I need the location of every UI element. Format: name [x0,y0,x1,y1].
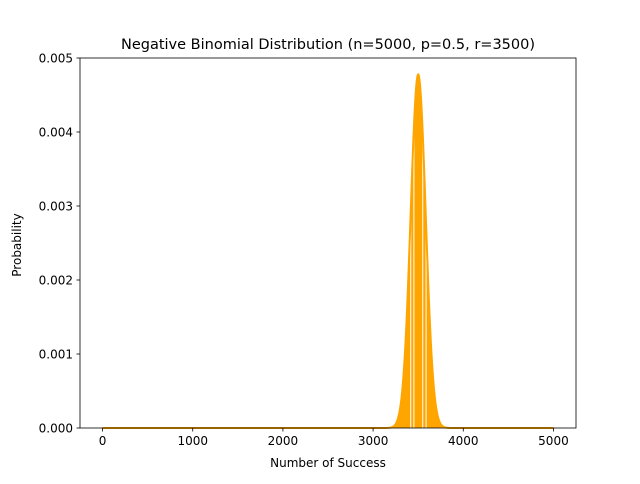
x-tick-label-5: 5000 [538,434,569,448]
area-gap-0 [410,210,412,428]
axes: 0 1000 2000 3000 4000 5000 0.000 0.001 0.002 0.00… [39,51,577,448]
x-tick-label-0: 0 [99,434,107,448]
y-axis-label: Probability [10,213,24,276]
y-tick-label-1: 0.001 [39,347,73,361]
y-tick-label-5: 0.005 [39,51,73,65]
chart-title: Negative Binomial Distribution (n=5000, … [121,37,535,53]
plot-area [102,73,554,429]
x-axis-label: Number of Success [270,456,386,470]
y-tick-label-2: 0.002 [39,273,73,287]
y-tick-label-3: 0.003 [39,199,73,213]
y-tick-label-4: 0.004 [39,125,73,139]
x-tick-label-1: 1000 [177,434,208,448]
y-tick-label-0: 0.000 [39,421,73,435]
area-gap-3 [425,215,427,428]
x-tick-label-2: 2000 [268,434,299,448]
area-gap-1 [413,128,415,429]
plot-frame [79,57,577,429]
x-tick-label-3: 3000 [358,434,389,448]
x-tick-label-4: 4000 [448,434,479,448]
area-gap-2 [422,128,424,429]
series-area-0 [102,74,554,428]
series-line-0 [102,73,554,429]
